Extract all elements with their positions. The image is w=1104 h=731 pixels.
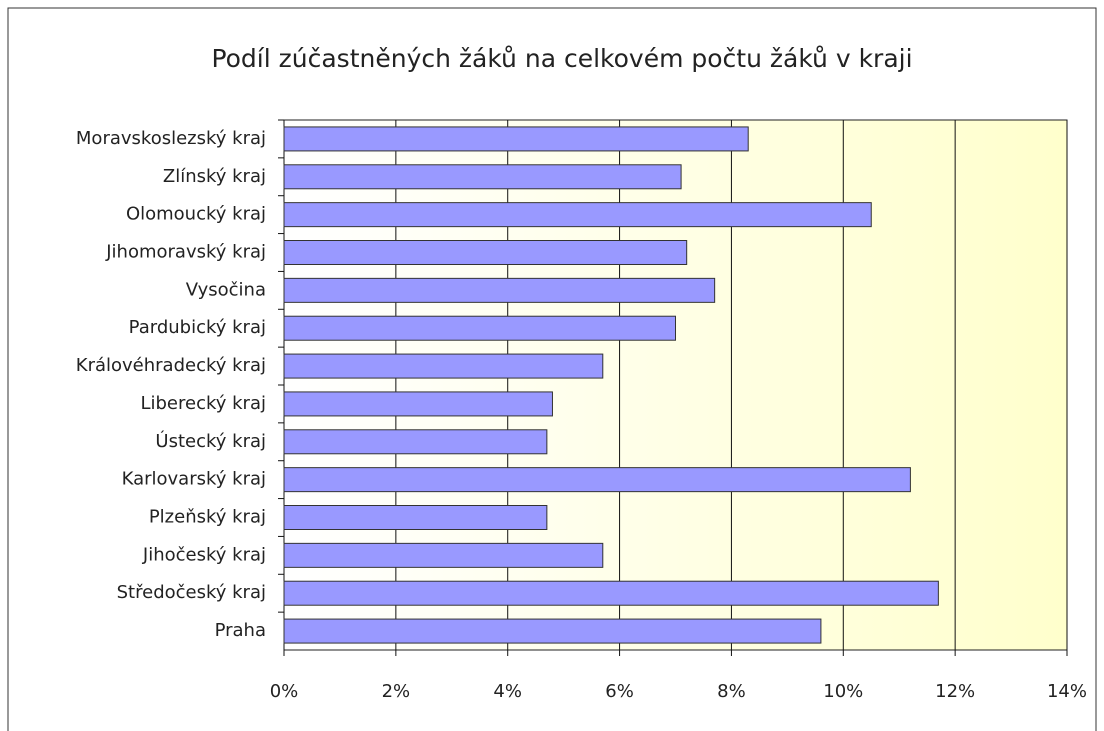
bar	[283, 467, 911, 493]
x-tick-label: 2%	[382, 681, 411, 702]
y-tick-label: Pardubický kraj	[129, 317, 266, 338]
x-tick-label: 0%	[270, 681, 299, 702]
y-tick-label: Královéhradecký kraj	[76, 355, 266, 376]
bar	[283, 202, 872, 228]
bar	[283, 126, 749, 152]
bar	[283, 353, 604, 379]
y-tick-label: Ústecký kraj	[155, 430, 266, 452]
bar	[283, 505, 548, 530]
bar	[283, 391, 553, 417]
y-tick-label: Karlovarský kraj	[122, 469, 266, 490]
bar	[283, 618, 822, 644]
bar	[283, 542, 604, 568]
bar	[283, 164, 682, 190]
y-tick-label: Olomoucký kraj	[126, 204, 266, 225]
bar	[283, 240, 688, 265]
bar	[283, 315, 676, 341]
y-tick-label: Plzeňský kraj	[149, 507, 266, 528]
chart-title: Podíl zúčastněných žáků na celkovém počt…	[211, 44, 912, 73]
x-tick-label: 8%	[717, 681, 746, 702]
y-tick-label: Moravskoslezský kraj	[76, 128, 266, 149]
plot-area	[283, 119, 1068, 651]
y-tick-label: Praha	[215, 620, 266, 641]
y-tick-label: Liberecký kraj	[140, 393, 266, 414]
y-tick-label: Zlínský kraj	[163, 166, 266, 187]
y-tick-label: Jihomoravský kraj	[105, 242, 266, 263]
x-tick-label: 10%	[823, 681, 863, 702]
x-tick-label: 4%	[493, 681, 522, 702]
x-tick-label: 6%	[605, 681, 634, 702]
y-tick-label: Středočeský kraj	[117, 582, 266, 603]
x-tick-label: 14%	[1047, 681, 1087, 702]
x-tick-label: 12%	[935, 681, 975, 702]
y-tick-label: Jihočeský kraj	[142, 544, 266, 565]
bar	[283, 580, 939, 606]
y-tick-label: Vysočina	[186, 279, 266, 300]
bar	[283, 429, 548, 455]
bar	[283, 277, 716, 303]
